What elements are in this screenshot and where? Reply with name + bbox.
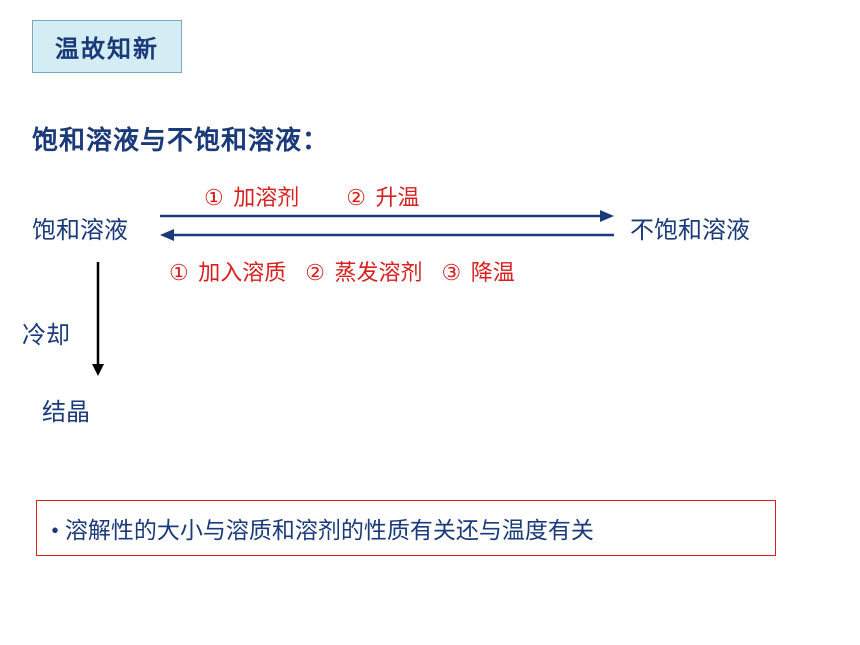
header-text: 温故知新	[55, 37, 159, 63]
header-box: 温故知新	[32, 20, 182, 73]
top-arrow-labels: ① 加溶剂 ② 升温	[200, 180, 420, 212]
down-arrow	[88, 260, 108, 378]
node-saturated: 饱和溶液	[32, 210, 128, 245]
node-left-text: 饱和溶液	[32, 218, 128, 244]
down-branch-label: 冷却	[22, 315, 70, 350]
top-label-1-text: 加溶剂	[233, 185, 299, 210]
node-unsaturated: 不饱和溶液	[630, 210, 750, 245]
subtitle: 饱和溶液与不饱和溶液：	[32, 120, 329, 157]
bot-label-2-num: ②	[305, 260, 325, 286]
down-branch-result: 结晶	[42, 392, 90, 427]
footer-bullet: •	[51, 518, 59, 543]
node-right-text: 不饱和溶液	[630, 218, 750, 244]
bot-label-3-num: ③	[442, 260, 462, 286]
top-label-1-num: ①	[204, 185, 224, 211]
down-result-text: 结晶	[42, 400, 90, 426]
bottom-arrow-labels: ① 加入溶质 ② 蒸发溶剂 ③ 降温	[165, 255, 515, 287]
top-label-2-text: 升温	[375, 185, 419, 210]
bot-label-3-text: 降温	[471, 260, 515, 285]
top-label-2-num: ②	[346, 185, 366, 211]
down-label-text: 冷却	[22, 323, 70, 349]
subtitle-text: 饱和溶液与不饱和溶液：	[32, 125, 329, 155]
footer-text: 溶解性的大小与溶质和溶剂的性质有关还与温度有关	[65, 518, 594, 543]
bot-label-2-text: 蒸发溶剂	[334, 260, 422, 285]
bot-label-1-text: 加入溶质	[198, 260, 286, 285]
bot-label-1-num: ①	[169, 260, 189, 286]
footer-box: • 溶解性的大小与溶质和溶剂的性质有关还与温度有关	[36, 500, 776, 556]
